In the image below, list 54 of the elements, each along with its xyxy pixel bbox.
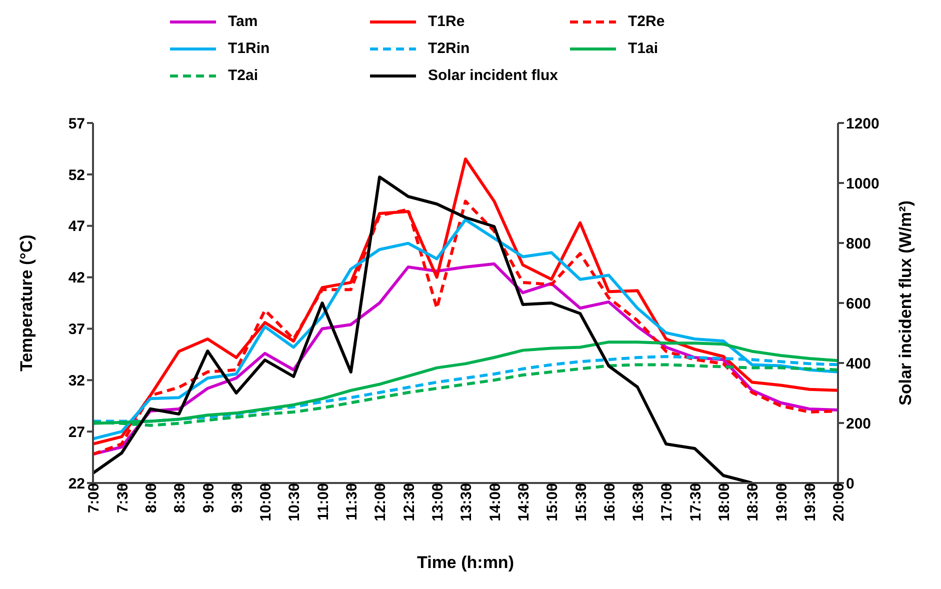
line-series bbox=[92, 176, 754, 483]
x-tick-label: 14:30 bbox=[515, 483, 532, 522]
x-tick-label: 12:00 bbox=[372, 483, 390, 522]
y2-tick-label: 200 bbox=[846, 415, 872, 432]
x-tick-label: 9:00 bbox=[200, 483, 218, 514]
y2-tick-label: 400 bbox=[846, 355, 872, 372]
y-tick-label: 22 bbox=[68, 475, 85, 492]
y-tick-label: 37 bbox=[68, 321, 85, 338]
legend-label: T2Rin bbox=[428, 40, 470, 57]
x-tick-label: 15:30 bbox=[572, 483, 590, 522]
x-tick-label: 17:30 bbox=[687, 483, 704, 522]
legend-label: T2ai bbox=[228, 67, 258, 84]
legend-label: Solar incident flux bbox=[428, 67, 558, 84]
x-tick-label: 11:30 bbox=[344, 483, 361, 521]
y-tick-label: 57 bbox=[68, 115, 85, 132]
x-tick-label: 14:00 bbox=[486, 483, 504, 522]
legend-label: T2Re bbox=[628, 13, 665, 30]
y-tick-label: 27 bbox=[68, 424, 85, 441]
y-tick-label: 42 bbox=[68, 270, 85, 287]
x-tick-label: 16:00 bbox=[601, 483, 618, 522]
x-tick-label: 8:00 bbox=[142, 483, 160, 514]
legend-label: Tam bbox=[228, 13, 258, 30]
y2-tick-label: 1200 bbox=[846, 115, 880, 132]
y-tick-label: 47 bbox=[68, 218, 85, 236]
x-tick-label: 13:00 bbox=[429, 483, 446, 522]
x-tick-label: 10:30 bbox=[286, 483, 304, 522]
y2-tick-label: 600 bbox=[846, 295, 872, 312]
x-tick-label: 17:00 bbox=[658, 483, 676, 522]
x-tick-label: 20:00 bbox=[830, 483, 848, 522]
legend-label: T1ai bbox=[628, 40, 658, 57]
x-tick-label: 9:30 bbox=[228, 483, 246, 514]
x-axis-title: Time (h:mn) bbox=[417, 553, 514, 572]
x-tick-label: 12:30 bbox=[400, 483, 418, 522]
y-axis-title: Temperature (°C) bbox=[17, 234, 36, 372]
x-tick-label: 10:00 bbox=[258, 483, 275, 522]
legend-label: T1Re bbox=[428, 13, 465, 30]
x-tick-label: 13:30 bbox=[458, 483, 476, 522]
x-tick-label: 11:00 bbox=[314, 483, 332, 521]
legend-label: T1Rin bbox=[228, 40, 270, 57]
x-tick-label: 18:00 bbox=[716, 483, 734, 522]
x-tick-label: 8:30 bbox=[172, 483, 189, 514]
y-tick-label: 32 bbox=[68, 372, 85, 390]
y2-tick-label: 800 bbox=[846, 235, 872, 252]
x-tick-label: 16:30 bbox=[630, 483, 648, 522]
x-tick-label: 19:30 bbox=[802, 483, 819, 522]
x-tick-label: 15:00 bbox=[544, 483, 562, 522]
x-tick-label: 7:00 bbox=[86, 483, 103, 514]
y2-tick-label: 1000 bbox=[846, 175, 880, 192]
x-tick-label: 7:30 bbox=[114, 483, 132, 514]
x-tick-label: 18:30 bbox=[744, 483, 762, 522]
y-tick-label: 52 bbox=[68, 166, 85, 184]
x-tick-label: 19:00 bbox=[773, 483, 790, 522]
y2-axis-title: Solar incident flux (W/m²) bbox=[896, 200, 915, 406]
y2-tick-label: 0 bbox=[846, 475, 854, 492]
